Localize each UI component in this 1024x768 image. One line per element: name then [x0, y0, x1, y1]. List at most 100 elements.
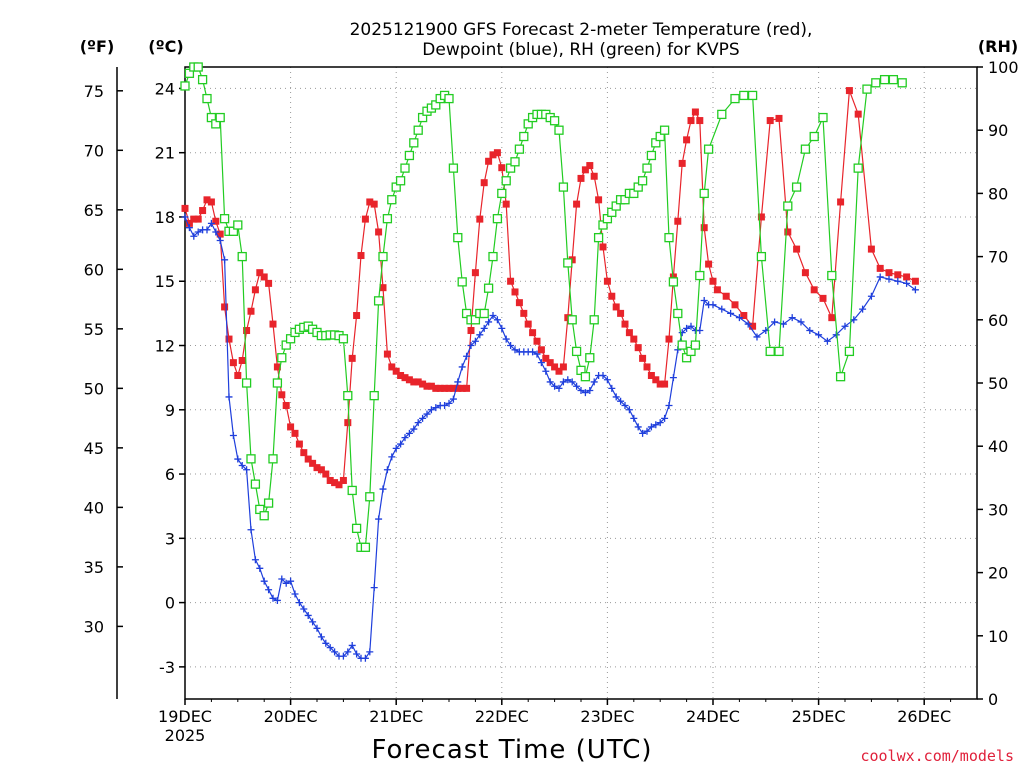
rh-point: [479, 308, 489, 319]
fahrenheit-tick-label: 55: [84, 320, 104, 339]
temperature-point: [590, 172, 598, 180]
temperature-point: [247, 307, 255, 315]
dewpoint-point: [238, 461, 246, 469]
dewpoint-point: [537, 359, 545, 367]
dewpoint-point: [282, 579, 290, 587]
dewpoint-point: [322, 639, 330, 647]
dewpoint-point: [326, 644, 334, 652]
temperature-point: [507, 277, 515, 285]
temperature-point: [665, 335, 673, 343]
dewpoint-point: [388, 453, 396, 461]
dewpoint-point: [771, 318, 779, 326]
dewpoint-point: [546, 378, 554, 386]
dewpoint-point: [401, 434, 409, 442]
rh-point: [277, 353, 287, 363]
rh-point: [409, 138, 419, 148]
dewpoint-point: [243, 466, 251, 474]
dewpoint-point: [718, 305, 726, 313]
temperature-point: [229, 359, 237, 367]
rh-point: [514, 144, 525, 154]
fahrenheit-unit-label: (ºF): [80, 37, 115, 56]
dewpoint-point: [744, 320, 752, 328]
dewpoint-point: [806, 327, 814, 335]
dewpoint-point: [287, 577, 295, 585]
rh-tick-label: 10: [988, 627, 1008, 646]
dewpoint-point: [190, 232, 198, 240]
rh-point: [483, 283, 494, 293]
dewpoint-point: [300, 605, 308, 613]
rh-unit-label: (RH): [978, 37, 1018, 56]
temperature-point: [766, 117, 774, 125]
dewpoint-point: [753, 333, 761, 341]
temperature-point: [757, 213, 765, 221]
dewpoint-point: [903, 279, 911, 287]
rh-point: [448, 163, 459, 173]
temperature-point: [357, 252, 365, 260]
temperature-point: [243, 327, 251, 335]
rh-point: [268, 454, 278, 464]
temperature-point: [414, 378, 422, 386]
temperature-point: [533, 337, 541, 345]
rh-point: [351, 523, 362, 534]
rh-point: [202, 93, 212, 104]
temperature-point: [691, 108, 699, 116]
dewpoint-point: [309, 618, 317, 626]
temperature-point: [911, 277, 919, 285]
dewpoint-point: [617, 397, 625, 405]
rh-tick-label: 80: [988, 184, 1008, 203]
temperature-point: [225, 335, 233, 343]
temperature-point: [419, 380, 427, 388]
temperature-point: [903, 273, 911, 281]
dewpoint-point: [463, 352, 471, 360]
temperature-point: [366, 198, 374, 206]
temperature-point: [876, 264, 884, 272]
dewpoint-point: [639, 429, 647, 437]
x-tick-label: 22DEC: [475, 707, 529, 726]
dewpoint-point: [493, 316, 501, 324]
rh-point: [180, 81, 190, 91]
fahrenheit-tick-label: 65: [84, 201, 104, 220]
temperature-point: [454, 384, 462, 392]
fahrenheit-axis: 30 35 40 45 50 55 60 65 70 75: [84, 82, 123, 636]
temperature-point: [212, 217, 220, 225]
dewpoint-point: [590, 378, 598, 386]
temperature-point: [300, 449, 308, 457]
dewpoint-point: [599, 372, 607, 380]
dewpoint-point: [867, 292, 875, 300]
dewpoint-point: [427, 406, 435, 414]
rh-point: [717, 109, 727, 120]
temperature-point: [599, 243, 607, 251]
temperature-point: [573, 200, 581, 208]
celsius-tick-label: 12: [155, 337, 175, 356]
temperature-point: [410, 378, 418, 386]
temperature-point: [784, 228, 792, 236]
rh-point: [699, 188, 709, 199]
rh-point: [338, 334, 349, 344]
dewpoint-point: [383, 466, 391, 474]
temperature-point: [894, 271, 902, 279]
temperature-point: [322, 470, 330, 478]
dewpoint-point: [876, 273, 884, 281]
temperature-point: [639, 354, 647, 362]
temperature-point: [304, 455, 312, 463]
dewpoint-point: [577, 386, 585, 394]
temperature-point: [709, 277, 717, 285]
dewpoint-point: [194, 228, 202, 236]
temperature-point: [317, 466, 325, 474]
fahrenheit-tick-label: 35: [84, 558, 104, 577]
temperature-point: [282, 401, 290, 409]
temperature-point: [309, 459, 317, 467]
dewpoint-point: [502, 335, 510, 343]
rh-point: [197, 74, 208, 85]
rh-point: [413, 125, 423, 135]
temperature-point: [291, 429, 299, 437]
temperature-point: [749, 322, 757, 330]
plot-frame: [184, 66, 978, 700]
dewpoint-point: [480, 324, 488, 332]
rh-point: [250, 479, 261, 489]
rh-point: [897, 78, 907, 88]
x-tick-label: 26DEC: [897, 707, 951, 726]
dewpoint-point: [313, 624, 321, 632]
temperature-point: [546, 359, 554, 367]
